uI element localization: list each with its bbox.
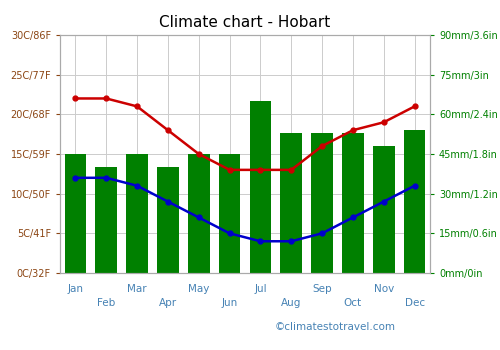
Text: Feb: Feb [97,298,116,308]
Bar [280,133,302,273]
Bar [219,154,240,273]
Text: Jan: Jan [68,284,84,294]
Text: ©climatestotravel.com: ©climatestotravel.com [275,322,396,332]
Bar [404,130,425,273]
Text: Jun: Jun [222,298,238,308]
Text: Dec: Dec [404,298,424,308]
Text: Oct: Oct [344,298,362,308]
Bar [373,146,394,273]
Bar [250,101,271,273]
Text: Sep: Sep [312,284,332,294]
Text: Aug: Aug [281,298,301,308]
Text: May: May [188,284,210,294]
Text: Jul: Jul [254,284,266,294]
Title: Climate chart - Hobart: Climate chart - Hobart [160,15,330,30]
Bar [312,133,333,273]
Text: Nov: Nov [374,284,394,294]
Text: Apr: Apr [159,298,177,308]
Bar [64,154,86,273]
Bar [188,154,210,273]
Bar [342,133,363,273]
Bar [126,154,148,273]
Bar [96,167,117,273]
Text: Mar: Mar [128,284,147,294]
Bar [157,167,178,273]
